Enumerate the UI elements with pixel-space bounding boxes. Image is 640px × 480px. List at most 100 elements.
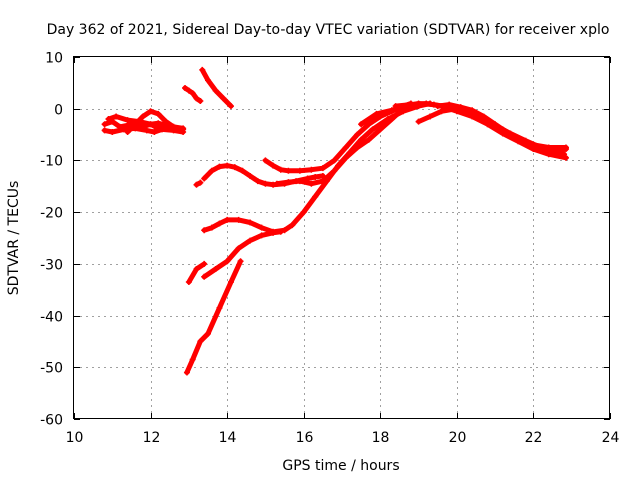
data-point [193, 266, 200, 273]
data-point [224, 258, 231, 265]
data-point [151, 128, 158, 135]
data-point [205, 77, 211, 84]
data-point [319, 178, 326, 185]
x-tick-label: 24 [602, 430, 620, 446]
data-point [423, 100, 430, 107]
data-point [388, 107, 395, 114]
data-point [208, 167, 215, 174]
data-point [155, 120, 162, 127]
y-tick-label: -10 [40, 154, 63, 170]
data-point [159, 126, 166, 133]
data-point [277, 166, 284, 173]
data-point [201, 260, 208, 267]
x-tick-label: 18 [372, 430, 390, 446]
x-axis-title: GPS time / hours [282, 458, 399, 474]
data-point [262, 180, 269, 187]
data-point [277, 228, 284, 235]
data-point [183, 369, 190, 376]
series-arc-07 [193, 179, 204, 188]
series-arc-17 [415, 105, 568, 158]
data-point [342, 154, 349, 161]
data-point [124, 117, 131, 124]
data-point [296, 178, 303, 185]
data-point [285, 167, 292, 174]
data-point [120, 126, 127, 133]
data-point [147, 121, 154, 128]
series-arc-05 [182, 85, 204, 104]
data-point [438, 108, 445, 115]
data-point [185, 87, 192, 94]
data-point [247, 219, 254, 226]
data-point [205, 330, 211, 337]
data-point [143, 127, 150, 134]
chart-title: Day 362 of 2021, Sidereal Day-to-day VTE… [47, 22, 610, 38]
data-point [247, 237, 254, 244]
x-tick-label: 12 [143, 430, 161, 446]
data-point [342, 144, 349, 151]
data-point [545, 144, 552, 151]
data-point [247, 172, 254, 179]
data-point [216, 304, 223, 311]
x-tick-label: 10 [66, 430, 84, 446]
y-tick-label: -30 [40, 258, 63, 274]
data-point [258, 224, 265, 231]
data-point [193, 181, 200, 188]
data-point [239, 167, 246, 174]
data-point [201, 273, 208, 280]
data-point [415, 118, 422, 125]
axis-ticks: 10 12 14 16 18 20 22 24 10 0 -10 -20 -30 -40 -50 -60 [40, 51, 619, 447]
data-point [201, 175, 208, 182]
data-point [199, 66, 206, 73]
y-tick-label: -60 [40, 413, 63, 429]
data-point [185, 278, 192, 285]
x-tick-label: 20 [449, 430, 467, 446]
data-point [289, 222, 296, 229]
data-point [312, 193, 319, 200]
y-tick-label: -20 [40, 206, 63, 222]
data-point [331, 157, 338, 164]
data-point [427, 113, 434, 120]
x-tick-label: 16 [296, 430, 314, 446]
data-point [155, 110, 162, 117]
series-arc-11 [273, 105, 407, 187]
data-point [147, 108, 154, 115]
series-arc-18 [434, 101, 569, 151]
data-point [224, 162, 231, 169]
data-point [237, 258, 244, 265]
data-point [201, 227, 208, 234]
data-point [469, 107, 476, 114]
data-point [254, 178, 261, 185]
data-point [197, 179, 204, 186]
data-point [208, 224, 215, 231]
data-point [354, 144, 361, 151]
data-point [530, 141, 537, 148]
data-point [220, 95, 227, 102]
data-point [162, 118, 169, 125]
data-point [392, 103, 399, 110]
series-arc-12 [185, 260, 208, 285]
data-point [300, 209, 307, 216]
y-tick-label: 0 [54, 103, 63, 119]
series-arc-13 [201, 228, 284, 280]
series-arc-14 [183, 258, 244, 376]
data-point [515, 136, 522, 143]
x-tick-label: 22 [525, 430, 543, 446]
data-point [377, 126, 384, 133]
data-point [212, 87, 219, 94]
data-point [407, 101, 414, 108]
series-arc-06 [199, 66, 234, 110]
data-point [369, 126, 376, 133]
data-point [446, 101, 453, 108]
data-point [170, 123, 177, 130]
data-point [216, 220, 223, 227]
data-point [139, 113, 146, 120]
data-point [562, 144, 569, 151]
data-point [561, 151, 568, 158]
data-point [545, 149, 552, 156]
data-point [258, 232, 265, 239]
data-point [480, 113, 487, 120]
data-point [312, 173, 319, 180]
plot-frame [73, 56, 610, 419]
data-point [227, 278, 234, 285]
data-point [492, 121, 499, 128]
